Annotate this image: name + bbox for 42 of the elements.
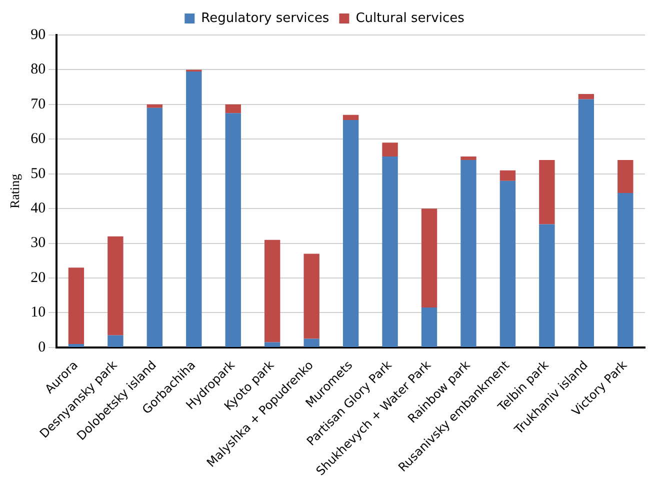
legend-label: Regulatory services bbox=[201, 10, 330, 26]
y-tick-label: 10 bbox=[30, 304, 46, 321]
bar bbox=[500, 170, 516, 181]
bar bbox=[618, 192, 634, 347]
bar bbox=[304, 254, 320, 339]
bar bbox=[342, 114, 359, 120]
bar bbox=[500, 180, 516, 347]
y-tick-label: 90 bbox=[30, 26, 46, 43]
bar bbox=[578, 94, 594, 100]
bar bbox=[618, 160, 634, 193]
bar bbox=[382, 156, 398, 347]
bar bbox=[304, 338, 320, 347]
bar bbox=[421, 308, 438, 347]
y-tick-label: 20 bbox=[30, 270, 46, 286]
bar bbox=[460, 160, 476, 347]
y-tick-label: 70 bbox=[30, 96, 46, 112]
bar bbox=[264, 240, 280, 342]
bar bbox=[225, 104, 241, 114]
bar bbox=[382, 142, 398, 157]
bar bbox=[186, 71, 202, 347]
y-tick-label: 40 bbox=[30, 200, 46, 217]
bar bbox=[460, 156, 476, 160]
y-tick-label: 80 bbox=[30, 62, 46, 78]
bar bbox=[68, 344, 84, 347]
bar bbox=[146, 108, 163, 347]
y-axis-title: Rating bbox=[7, 173, 22, 209]
bar bbox=[225, 113, 241, 347]
bar bbox=[539, 160, 555, 224]
bar bbox=[539, 224, 555, 347]
y-tick-label: 60 bbox=[30, 131, 46, 148]
legend-label: Cultural services bbox=[356, 10, 465, 26]
y-tick-label: 50 bbox=[30, 166, 46, 182]
bar bbox=[146, 104, 163, 108]
bar bbox=[108, 335, 124, 347]
bar bbox=[421, 208, 438, 308]
bar bbox=[68, 268, 84, 344]
bar bbox=[108, 236, 124, 336]
y-tick-label: 30 bbox=[30, 235, 46, 252]
bar bbox=[342, 120, 359, 347]
bar bbox=[264, 342, 280, 347]
bar bbox=[578, 99, 594, 347]
y-tick-label: 0 bbox=[38, 339, 46, 356]
